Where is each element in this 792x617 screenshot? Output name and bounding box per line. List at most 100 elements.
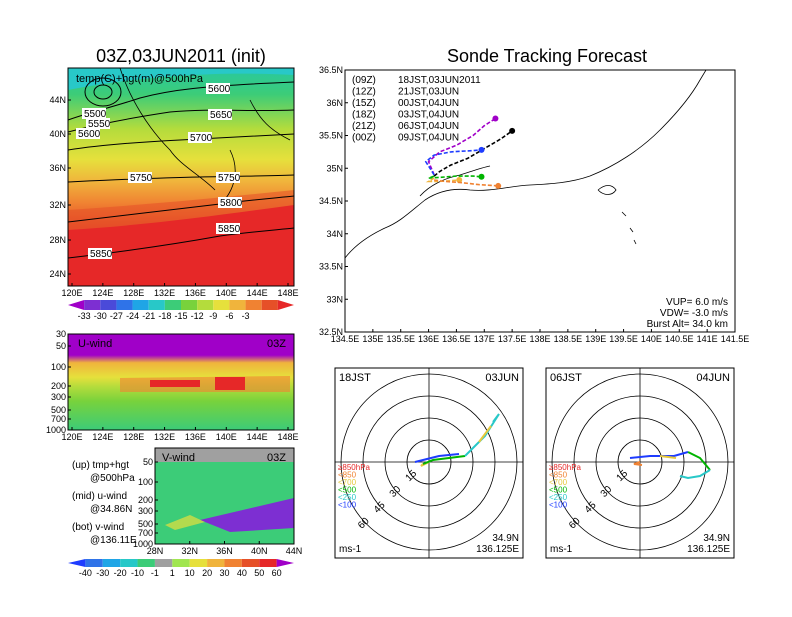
track-legend-text: 18JST,03JUN2011 [398, 75, 481, 86]
vwind-p-tick: 50 [143, 457, 153, 467]
track-lon-tick: 138E [529, 334, 550, 344]
track-lon-tick: 139E [585, 334, 606, 344]
vwind-upper-band [155, 448, 294, 462]
uwind-p-tick: 100 [51, 362, 66, 372]
contour-low-inner [93, 84, 113, 100]
vwind-colorbar-swatch [68, 559, 86, 567]
colorbar-swatch [277, 300, 294, 310]
uwind-x-ticks: 120E 124E 128E 132E 136E 140E 144E 148E [61, 427, 299, 442]
hodograph-time: 06JST [550, 372, 582, 384]
coast-bay [419, 165, 491, 197]
left-title: 03Z,03JUN2011 (init) [96, 46, 266, 66]
contour-5800 [68, 195, 294, 223]
colorbar-tick: -24 [126, 311, 139, 321]
note-line: (up) tmp+hgt [72, 460, 129, 471]
hodograph-unit: ms-1 [339, 544, 362, 555]
colorbar-swatch [68, 300, 85, 310]
uwind-p-tick: 1000 [46, 425, 66, 435]
hodograph-trace [414, 453, 460, 463]
colorbar-swatch [229, 300, 246, 310]
track-lon-tick: 137.5E [498, 334, 527, 344]
uwind-lon-tick: 120E [61, 432, 82, 442]
track-legend-text: 00JST,04JUN [398, 98, 459, 109]
map500-lat-tick: 44N [49, 95, 66, 105]
vwind-colorbar-swatch [172, 559, 190, 567]
track-lon-tick: 136E [418, 334, 439, 344]
uwind-lon-tick: 124E [92, 432, 113, 442]
contour-label-box [218, 197, 242, 208]
colorbar-tick: -21 [142, 311, 155, 321]
vwind-southerly-core [200, 498, 294, 532]
vwind-colorbar-tick: 20 [202, 568, 212, 578]
vwind-colorbar-swatch [85, 559, 103, 567]
contour-label-box [82, 108, 106, 119]
map500-label: temp(C)+hgt(m)@500hPa [76, 73, 204, 85]
colorbar-tick: -6 [225, 311, 233, 321]
contour-label-box [76, 128, 100, 139]
contour-label-box [86, 118, 110, 129]
track-lat-tick: 33N [326, 294, 343, 304]
track-param: VUP= 6.0 m/s [666, 297, 728, 308]
vwind-colorbar-swatch [120, 559, 138, 567]
contour-label: 5750 [218, 173, 241, 184]
track-line [424, 149, 482, 176]
contour-low-center [84, 77, 122, 107]
vwind-p-tick: 500 [138, 519, 153, 529]
track-legend-code: (12Z) [352, 87, 376, 98]
map500-lon-tick: 140E [216, 288, 237, 298]
vwind-colorbar-tick: 30 [219, 568, 229, 578]
hodograph-pressure-legend: ≥850hPa [338, 463, 371, 472]
track-legend-code: (00Z) [352, 133, 376, 144]
track-frame [344, 69, 736, 333]
hodograph-pressure-legend: <250 [338, 493, 357, 502]
map500-frame [67, 67, 295, 287]
track-line [434, 179, 499, 187]
contour-label-box [216, 223, 240, 234]
contour-label: 5550 [88, 119, 111, 130]
track-legend-text: 09JST,04JUN [398, 133, 459, 144]
vwind-p-tick: 1000 [133, 539, 153, 549]
track-legend-code: (21Z) [352, 121, 376, 132]
vwind-colorbar-swatch [207, 559, 225, 567]
colorbar-swatch [116, 300, 133, 310]
track-end-point [478, 146, 485, 153]
map500-lat-tick: 40N [49, 129, 66, 139]
colorbar-tick: -30 [94, 311, 107, 321]
track-lon-tick: 134.5E [331, 334, 360, 344]
track-lat-tick: 36N [326, 98, 343, 108]
uwind-lon-tick: 132E [154, 432, 175, 442]
note-line: (bot) v-wind [72, 522, 124, 533]
hodograph-pressure-legend: <850 [549, 471, 568, 480]
vwind-p-tick: 700 [138, 528, 153, 538]
track-end-point [456, 177, 463, 184]
map500-lon-tick: 148E [277, 288, 298, 298]
track-end-point [495, 182, 502, 189]
colorbar-swatch [197, 300, 214, 310]
map500-detail: 5500 5550 5600 5600 5650 5700 5750 5750 … [68, 68, 294, 286]
track-lon-tick: 140.5E [665, 334, 694, 344]
vwind-lat-tick: 28N [147, 546, 164, 556]
note-line: @34.86N [90, 504, 132, 515]
uwind-lon-tick: 136E [185, 432, 206, 442]
uwind-p-tick: 200 [51, 381, 66, 391]
track-x-ticks: 134.5E 135E 135.5E 136E 136.5E 137E 137.5E 138E… [331, 329, 749, 344]
hodograph-pressure-legend: <250 [549, 493, 568, 502]
colorbar-tick: -12 [191, 311, 204, 321]
track-y-ticks: 36.5N 36N 35.5N 35N 34.5N 34N 33.5N 33N 32.5N [319, 65, 348, 337]
colorbar-tick: -27 [110, 311, 123, 321]
track-legend-code: (15Z) [352, 98, 376, 109]
colorbar-swatch [245, 300, 262, 310]
colorbar-tick: -9 [209, 311, 217, 321]
vwind-p-tick: 200 [138, 495, 153, 505]
track-param: Burst Alt= 34.0 km [647, 319, 728, 330]
hodograph-trace [422, 455, 466, 465]
vwind-colorbar-swatch [241, 559, 260, 567]
uwind-p-tick: 50 [56, 341, 66, 351]
vwind-colorbar-tick: 1 [170, 568, 175, 578]
track-lon-tick: 140E [641, 334, 662, 344]
track-lon-tick: 135.5E [386, 334, 415, 344]
map500-cold-region [68, 68, 294, 90]
colorbar-swatch [84, 300, 101, 310]
